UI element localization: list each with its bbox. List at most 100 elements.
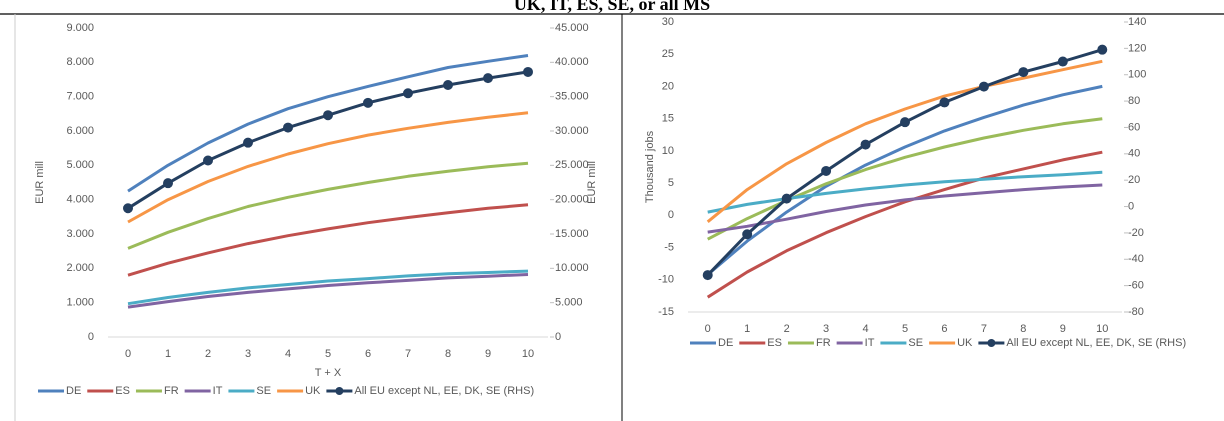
series-line: [707, 117, 1103, 241]
y2-tick-label: 10.000: [555, 262, 589, 274]
y2-tick-label: -20: [1128, 227, 1144, 239]
series-line: [706, 84, 1103, 276]
legend-label: UK: [957, 337, 973, 349]
legend-marker: [987, 339, 996, 347]
y2-tick-label: 140: [1128, 16, 1146, 28]
x-tick-label: 8: [1020, 323, 1026, 335]
x-tick-label: 10: [522, 348, 534, 360]
legend-label: IT: [865, 337, 875, 349]
y2-tick-label: 35.000: [555, 91, 589, 103]
series-marker: [203, 155, 213, 166]
y-tick-label: 7.000: [66, 91, 94, 103]
x-tick-label: 6: [941, 323, 947, 335]
y2-tick-label: -80: [1128, 306, 1144, 318]
series-line: [127, 161, 529, 250]
legend-label: DE: [66, 385, 81, 397]
series-line: [706, 150, 1103, 299]
series-line: [127, 54, 529, 193]
y-tick-label: 4.000: [66, 194, 94, 206]
y-tick-label: 20: [662, 80, 674, 92]
y-tick-label: 6.000: [66, 125, 94, 137]
legend-marker: [335, 387, 344, 395]
series-marker: [860, 139, 871, 150]
y-tick-label: -5: [664, 241, 674, 253]
series-marker: [821, 165, 832, 176]
y-tick-label: -10: [658, 274, 674, 286]
page-title: UK, IT, ES, SE, or all MS: [514, 0, 710, 14]
series-marker: [1097, 44, 1108, 55]
y-tick-label: 8.000: [66, 56, 94, 68]
series-marker: [742, 229, 753, 240]
legend-label: IT: [213, 385, 223, 397]
series-line: [706, 48, 1103, 277]
series-marker: [781, 193, 792, 204]
x-tick-label: 7: [405, 348, 411, 360]
legend-label: ES: [115, 385, 130, 397]
y2-tick-label: 15.000: [555, 228, 589, 240]
y-tick-label: 0: [668, 209, 674, 221]
y2-tick-label: 0: [555, 331, 561, 343]
y-tick-label: 0: [88, 331, 94, 343]
y-axis-label: Thousand jobs: [644, 130, 656, 203]
series-line: [707, 170, 1103, 214]
y-axis-label: EUR mill: [34, 161, 46, 204]
y-tick-label: 2.000: [66, 262, 94, 274]
y-tick-label: 9.000: [66, 22, 94, 34]
series-line: [706, 59, 1103, 223]
y2-tick-label: 0: [1128, 200, 1134, 212]
x-tick-label: 10: [1096, 323, 1108, 335]
y2-tick-label: 20: [1128, 174, 1140, 186]
series-line: [707, 183, 1103, 234]
series-marker: [323, 110, 333, 121]
series-marker: [978, 81, 989, 92]
y2-tick-label: 5.000: [555, 297, 583, 309]
series-line: [127, 111, 529, 224]
x-tick-label: 4: [862, 323, 868, 335]
x-tick-label: 5: [902, 323, 908, 335]
legend-label: All EU except NL, EE, DK, SE (RHS): [1006, 337, 1186, 349]
x-tick-label: 1: [165, 348, 171, 360]
series-marker: [123, 203, 133, 214]
legend-label: FR: [816, 337, 831, 349]
legend-label: All EU except NL, EE, DK, SE (RHS): [354, 385, 534, 397]
y2-tick-label: 60: [1128, 121, 1140, 133]
x-tick-label: 1: [744, 323, 750, 335]
x-tick-label: 9: [1060, 323, 1066, 335]
x-tick-label: 9: [485, 348, 491, 360]
series-marker: [443, 79, 453, 90]
x-tick-label: 8: [445, 348, 451, 360]
y2-tick-label: 20.000: [555, 194, 589, 206]
legend-label: UK: [305, 385, 321, 397]
series-marker: [939, 97, 950, 108]
x-tick-label: 5: [325, 348, 331, 360]
y-tick-label: 15: [662, 113, 674, 125]
legend-label: SE: [908, 337, 923, 349]
series-line: [127, 269, 529, 306]
series-line: [127, 70, 529, 210]
series-marker: [283, 122, 293, 133]
legend-label: ES: [767, 337, 782, 349]
series-marker: [523, 66, 533, 77]
y2-tick-label: 45.000: [555, 22, 589, 34]
x-axis-label: T + X: [315, 367, 342, 379]
y-tick-label: 5.000: [66, 159, 94, 171]
y-tick-label: 1.000: [66, 297, 94, 309]
legend-label: DE: [718, 337, 733, 349]
x-tick-label: 2: [784, 323, 790, 335]
legend-label: SE: [256, 385, 271, 397]
y-tick-label: 3.000: [66, 228, 94, 240]
y2-tick-label: -60: [1128, 280, 1144, 292]
y2-tick-label: -40: [1128, 253, 1144, 265]
y-tick-label: 10: [662, 145, 674, 157]
series-marker: [702, 270, 713, 281]
legend-label: FR: [164, 385, 179, 397]
series-marker: [1057, 56, 1068, 67]
x-tick-label: 7: [981, 323, 987, 335]
y-tick-label: 5: [668, 177, 674, 189]
x-tick-label: 3: [245, 348, 251, 360]
y2-axis-label: EUR mill: [586, 161, 598, 204]
x-tick-label: 4: [285, 348, 291, 360]
